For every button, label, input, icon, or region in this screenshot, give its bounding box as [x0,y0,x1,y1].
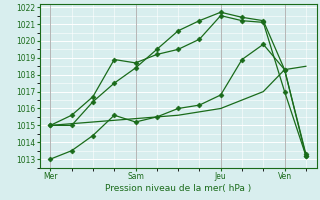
X-axis label: Pression niveau de la mer( hPa ): Pression niveau de la mer( hPa ) [105,184,251,193]
